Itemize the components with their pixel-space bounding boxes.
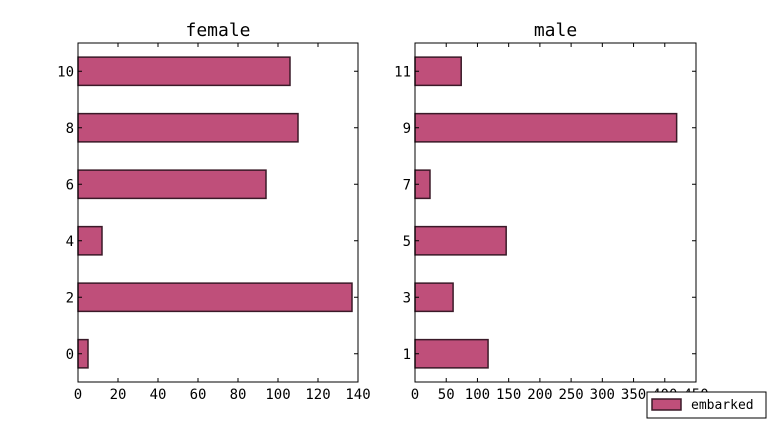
x-tick-label: 200 (527, 387, 552, 403)
y-tick-label: 0 (66, 347, 74, 363)
y-tick-label: 7 (403, 177, 411, 193)
y-tick-label: 3 (403, 290, 411, 306)
y-tick-label: 2 (66, 290, 74, 306)
x-tick-label: 250 (558, 387, 583, 403)
y-tick-label: 5 (403, 234, 411, 250)
legend: embarked (646, 391, 767, 419)
x-tick-label: 100 (465, 387, 490, 403)
x-tick-label: 150 (496, 387, 521, 403)
bar-3 (414, 282, 454, 313)
panel-title: female (185, 20, 250, 41)
x-tick-label: 120 (305, 387, 330, 403)
y-tick-label: 11 (394, 64, 411, 80)
bar-9 (414, 112, 678, 143)
bar-6 (77, 169, 267, 200)
y-tick-label: 9 (403, 121, 411, 137)
y-tick-label: 8 (66, 121, 74, 137)
bar-2 (77, 282, 353, 313)
x-tick-label: 40 (150, 387, 167, 403)
bar-10 (77, 56, 291, 87)
y-tick-label: 6 (66, 177, 74, 193)
y-tick-label: 4 (66, 234, 74, 250)
y-tick-label: 10 (57, 64, 74, 80)
x-tick-label: 140 (345, 387, 370, 403)
x-tick-label: 80 (230, 387, 247, 403)
x-tick-label: 100 (265, 387, 290, 403)
bar-11 (414, 56, 462, 87)
x-tick-label: 300 (590, 387, 615, 403)
x-tick-label: 60 (190, 387, 207, 403)
bar-8 (77, 112, 299, 143)
panel-title: male (534, 20, 577, 41)
x-tick-label: 350 (621, 387, 646, 403)
x-tick-label: 0 (411, 387, 419, 403)
bar-5 (414, 225, 507, 256)
legend-swatch (651, 398, 682, 411)
axes-frame (77, 42, 359, 383)
axes-frame (414, 42, 697, 383)
x-tick-label: 0 (74, 387, 82, 403)
bar-1 (414, 338, 489, 369)
legend-label: embarked (691, 398, 754, 413)
x-tick-label: 20 (110, 387, 127, 403)
y-tick-label: 1 (403, 347, 411, 363)
x-tick-label: 50 (438, 387, 455, 403)
male-panel: male1357911050100150200250300350400450 (394, 20, 709, 403)
